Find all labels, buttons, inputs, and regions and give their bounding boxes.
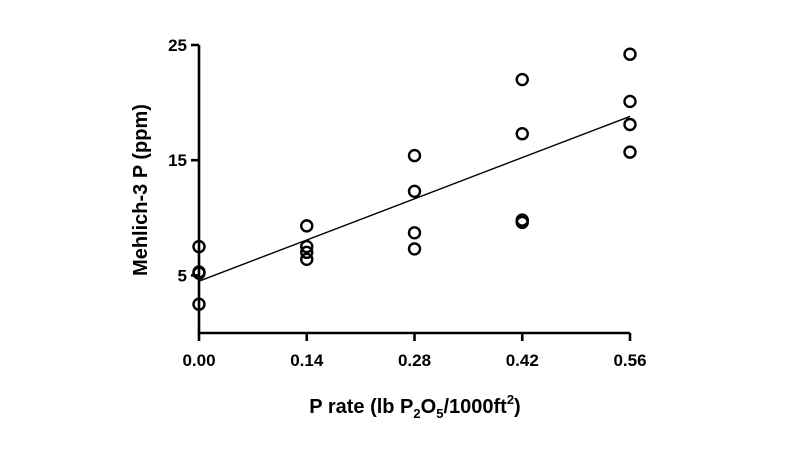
y-tick-label: 25: [168, 36, 187, 55]
plot-area: 5 15 25 0.00 0.14 0.28 0.42 0.56: [168, 36, 646, 370]
data-point: [192, 239, 206, 254]
y-tick-label: 5: [178, 266, 187, 285]
x-tick-label: 0.56: [613, 351, 646, 370]
data-point: [623, 94, 637, 109]
trend-line: [198, 115, 631, 282]
data-point: [515, 72, 529, 87]
data-point: [407, 242, 422, 256]
data-point: [623, 117, 637, 132]
data-point: [515, 127, 529, 141]
data-point: [192, 297, 206, 311]
x-axis-title: P rate (lb P2O5/1000ft2): [309, 392, 520, 421]
data-point: [300, 252, 314, 266]
data-point: [300, 239, 314, 254]
data-point: [623, 47, 637, 61]
data-point: [192, 266, 206, 280]
data-point: [407, 148, 422, 163]
x-tick-label: 0.42: [506, 351, 539, 370]
data-point: [623, 145, 637, 159]
data-point: [407, 226, 422, 240]
y-axis-title: Mehlich-3 P (ppm): [130, 104, 152, 276]
data-point: [300, 245, 314, 260]
x-tick-label: 0.00: [182, 351, 215, 370]
data-point: [515, 215, 529, 230]
data-point: [407, 184, 422, 199]
x-tick-label: 0.14: [290, 351, 324, 370]
y-tick-label: 15: [168, 151, 187, 170]
data-point: [300, 219, 314, 233]
x-tick-label: 0.28: [398, 351, 431, 370]
